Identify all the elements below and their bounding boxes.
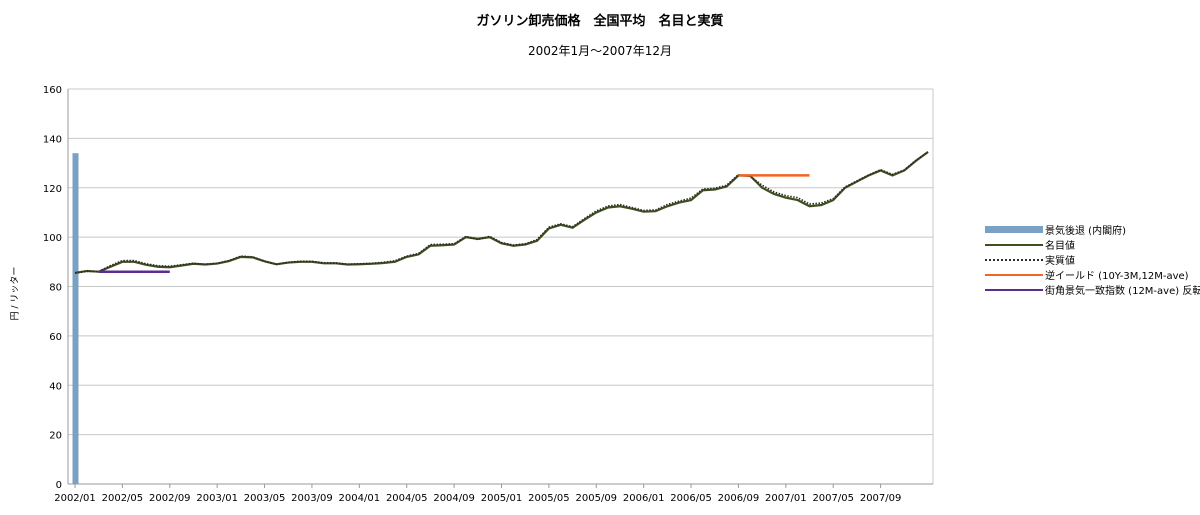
- legend-item-recession: 景気後退 (内閣府): [985, 222, 1200, 237]
- legend-label-nominal: 名目値: [1045, 241, 1075, 252]
- y-tick-label: 20: [49, 431, 62, 442]
- x-tick-label: 2004/01: [339, 493, 381, 504]
- legend-item-real: 実質値: [985, 252, 1200, 267]
- legend-swatch-nominal: [985, 237, 1043, 252]
- recession-bar: [72, 153, 79, 484]
- x-tick-label: 2005/05: [528, 493, 570, 504]
- legend-swatch-real: [985, 252, 1043, 267]
- x-tick-label: 2004/09: [433, 493, 475, 504]
- x-tick-label: 2006/05: [670, 493, 712, 504]
- x-tick-label: 2002/09: [149, 493, 191, 504]
- y-tick-label: 0: [56, 480, 62, 491]
- x-tick-label: 2006/01: [623, 493, 665, 504]
- x-tick-label: 2003/09: [291, 493, 333, 504]
- legend-swatch-recession: [985, 222, 1043, 237]
- x-tick-label: 2006/09: [718, 493, 760, 504]
- series-line-real: [74, 151, 929, 274]
- y-tick-label: 140: [43, 134, 62, 145]
- legend-item-nominal: 名目値: [985, 237, 1200, 252]
- legend-label-street-index: 街角景気一致指数 (12M-ave) 反転: [1045, 286, 1200, 297]
- y-tick-label: 60: [49, 332, 62, 343]
- x-tick-label: 2007/01: [765, 493, 807, 504]
- y-tick-label: 100: [43, 233, 62, 244]
- x-tick-label: 2005/09: [576, 493, 618, 504]
- x-tick-label: 2004/05: [386, 493, 428, 504]
- series-line-nominal: [74, 151, 929, 275]
- legend-label-inverted-yield: 逆イールド (10Y-3M,12M-ave): [1045, 271, 1189, 282]
- legend-item-street-index: 街角景気一致指数 (12M-ave) 反転: [985, 282, 1200, 297]
- y-tick-label: 120: [43, 184, 62, 195]
- x-tick-label: 2003/01: [196, 493, 238, 504]
- y-tick-label: 160: [43, 85, 62, 96]
- y-tick-label: 80: [49, 283, 62, 294]
- y-tick-label: 40: [49, 381, 62, 392]
- x-tick-label: 2007/09: [860, 493, 902, 504]
- legend-swatch-street-index: [985, 282, 1043, 297]
- chart-title: ガソリン卸売価格 全国平均 名目と実質: [476, 14, 724, 29]
- legend-label-real: 実質値: [1045, 256, 1075, 267]
- x-tick-label: 2002/05: [102, 493, 144, 504]
- chart-subtitle: 2002年1月～2007年12月: [528, 44, 672, 58]
- x-tick-label: 2005/01: [481, 493, 523, 504]
- legend-item-inverted-yield: 逆イールド (10Y-3M,12M-ave): [985, 267, 1200, 282]
- chart-legend: 景気後退 (内閣府) 名目値 実質値 逆イールド (10Y-3M,12M-ave…: [985, 222, 1200, 297]
- legend-swatch-inverted-yield: [985, 267, 1043, 282]
- x-tick-label: 2003/05: [244, 493, 286, 504]
- legend-label-recession: 景気後退 (内閣府): [1045, 226, 1126, 237]
- x-tick-label: 2002/01: [54, 493, 96, 504]
- x-tick-label: 2007/05: [812, 493, 854, 504]
